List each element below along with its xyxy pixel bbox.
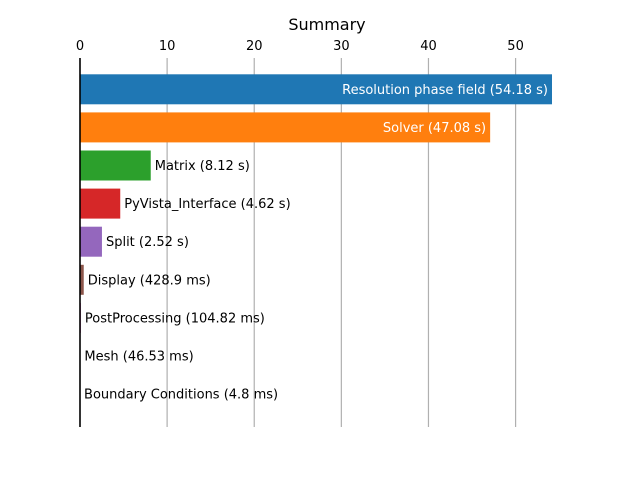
bar-label: Split (2.52 s) [106,235,189,250]
x-tick-label: 30 [333,39,350,54]
bar [80,188,121,219]
x-tick-label: 20 [246,39,263,54]
bar [80,264,84,295]
x-tick-label: 10 [159,39,176,54]
bar-label: Solver (47.08 s) [383,121,486,136]
bar [80,74,552,105]
bar-label: Display (428.9 ms) [88,273,211,288]
x-tick-label: 40 [420,39,437,54]
bar [80,226,102,257]
bar [80,112,491,143]
bar-labels: Resolution phase field (54.18 s) Solver (… [84,83,548,403]
bar [80,150,151,181]
x-tick-label: 0 [76,39,84,54]
chart-title: Summary [288,15,365,34]
bar-label: Mesh (46.53 ms) [84,350,193,365]
bar-label: PyVista_Interface (4.62 s) [124,197,290,212]
bar-label: Matrix (8.12 s) [155,159,250,174]
x-axis-ticks: 0 10 20 30 40 50 [76,39,524,54]
bars [80,74,552,410]
x-tick-label: 50 [507,39,524,54]
bar-label: Resolution phase field (54.18 s) [342,83,548,98]
bar-label: Boundary Conditions (4.8 ms) [84,388,278,403]
bar-label: PostProcessing (104.82 ms) [85,311,265,326]
